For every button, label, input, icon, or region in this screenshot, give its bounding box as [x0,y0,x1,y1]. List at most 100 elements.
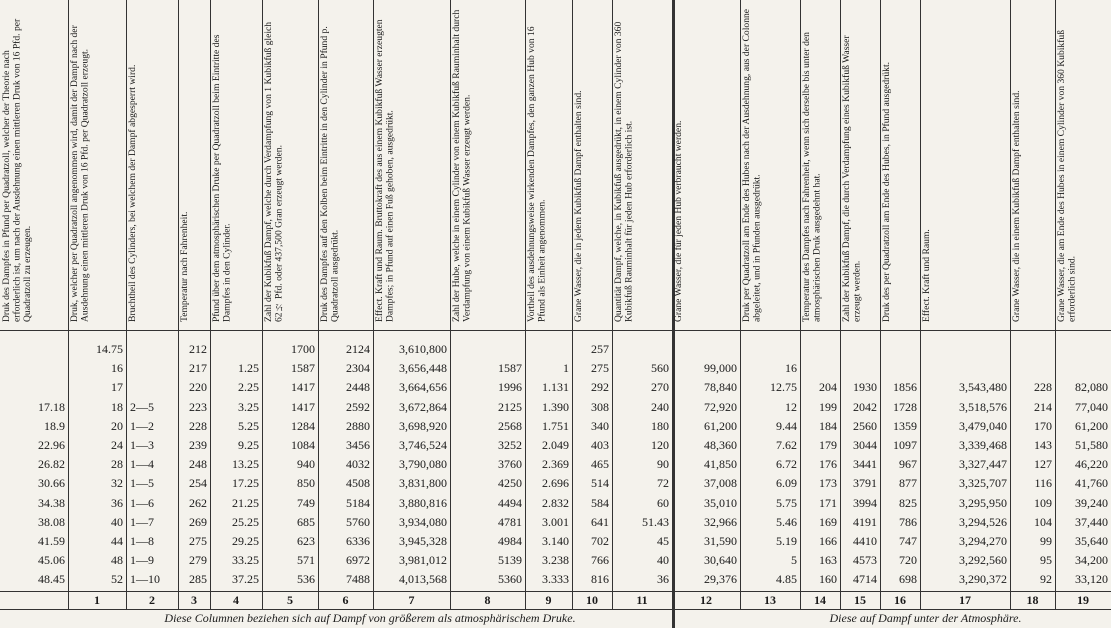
table-cell: 31,590 [704,534,737,548]
table-cell: 2.369 [542,457,569,472]
table-cell: 3,479,040 [959,418,1007,433]
table-cell: 2—5 [130,399,154,414]
header-text: Zahl der Kubikfuß Dampf, welche durch Ve… [263,21,285,322]
table-cell: 2592 [346,399,370,414]
column-rule [1010,0,1011,609]
table-cell: 239 [189,438,207,452]
table-cell: 180 [651,418,669,433]
header-text: Grane Wasser, die für jeden Hub verbrauc… [673,120,684,322]
table-cell: 3,672,864 [399,399,447,414]
table-cell: 3,880,816 [399,495,447,510]
table-cell: 1.131 [542,380,569,395]
table-cell: 1—4 [130,457,154,472]
table-cell: 17.18 [38,399,65,414]
table-cell: 228 [1034,380,1052,395]
table-cell: 292 [591,380,609,395]
table-cell: 61,200 [704,418,737,433]
table-cell: 82,080 [1075,380,1108,395]
column-header: Grane Wasser, die für jeden Hub verbrauc… [672,2,740,328]
table-cell: 1—5 [130,476,154,491]
table-cell: 536 [297,572,315,587]
table-cell: 37,008 [704,476,737,491]
column-rule [373,0,374,609]
table-cell: 4191 [853,514,877,529]
table-cell: 3456 [346,438,370,452]
table-cell: 1.390 [542,399,569,414]
table-cell: 3,339,468 [959,438,1007,452]
table-cell: 1587 [291,361,315,376]
table-cell: 35,640 [1075,534,1108,548]
table-cell: 61,200 [1075,418,1108,433]
table-cell: 5.19 [776,534,797,548]
table-cell: 262 [189,495,207,510]
header-text: Effect. Kraft und Raum. Bruttokraft des … [374,19,396,322]
table-cell: 786 [899,514,917,529]
table-cell: 176 [819,457,837,472]
table-cell: 37,440 [1075,514,1108,529]
table-cell: 33,120 [1075,572,1108,587]
column-number: 6 [342,593,349,607]
column-number: 17 [959,593,971,607]
table-cell: 184 [819,418,837,433]
table-cell: 35,010 [704,495,737,510]
table-cell: 2304 [346,361,370,376]
table-cell: 1284 [291,418,315,433]
table-cell: 40 [111,514,123,529]
table-cell: 3791 [853,476,877,491]
table-cell: 21.25 [232,495,259,510]
table-cell: 160 [819,572,837,587]
column-header: Bruchtheil des Cylinders, bei welchem de… [126,2,178,328]
table-cell: 33.25 [232,553,259,568]
table-cell: 4714 [853,572,877,587]
table-cell: 5.25 [238,418,259,433]
table-cell: 3994 [853,495,877,510]
column-rule [800,0,801,609]
table-cell: 1417 [291,380,315,395]
table-cell: 1.751 [542,418,569,433]
table-cell: 3,327,447 [959,457,1007,472]
table-cell: 127 [1034,457,1052,472]
column-rule [840,0,841,609]
table-cell: 1—8 [130,534,154,548]
table-cell: 1.25 [238,361,259,376]
table-cell: 5139 [498,553,522,568]
table-cell: 514 [591,476,609,491]
table-cell: 99 [1040,534,1052,548]
table-cell: 120 [651,438,669,452]
footnote: Diese Columnen beziehen sich auf Dampf v… [164,611,576,625]
table-cell: 1728 [893,399,917,414]
header-text: Druk des Dampfes auf den Kolben beim Ein… [319,26,341,322]
table-cell: 3,325,707 [959,476,1007,491]
column-rule [672,0,675,628]
table-cell: 6972 [346,553,370,568]
table-cell: 2.832 [542,495,569,510]
table-cell: 48,360 [704,438,737,452]
header-text: Druk des per Quadratzoll am Ende des Hub… [881,61,892,322]
table-cell: 163 [819,553,837,568]
column-number: 3 [191,593,197,607]
table-cell: 9.25 [238,438,259,452]
column-header: Druk, welcher per Quadratzoll angenommen… [68,2,126,328]
table-cell: 702 [591,534,609,548]
table-cell: 3.333 [542,572,569,587]
table-cell: 60 [657,495,669,510]
table-cell: 173 [819,476,837,491]
table-cell: 3441 [853,457,877,472]
table-cell: 179 [819,438,837,452]
column-number: 9 [545,593,552,607]
table-cell: 403 [591,438,609,452]
table-cell: 34,200 [1075,553,1108,568]
table-cell: 169 [819,514,837,529]
table-cell: 45 [657,534,669,548]
table-cell: 3,294,526 [959,514,1007,529]
table-cell: 2448 [346,380,370,395]
table-cell: 3.238 [542,553,569,568]
header-text: Vortheil des ausdehnungsweise wirkenden … [526,26,548,322]
column-number: 10 [586,593,598,607]
column-number: 16 [894,593,906,607]
table-cell: 51,580 [1075,438,1108,452]
table-cell: 116 [1034,476,1052,491]
column-rule [920,0,921,609]
table-cell: 4032 [346,457,370,472]
